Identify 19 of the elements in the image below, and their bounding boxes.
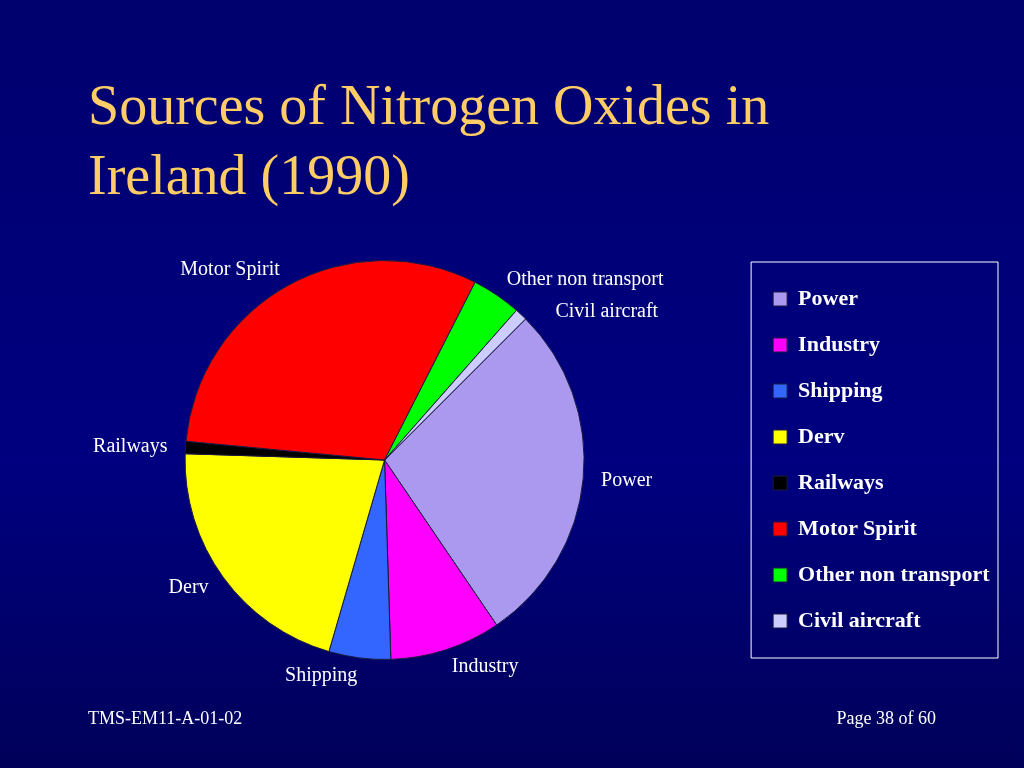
legend-label: Motor Spirit — [798, 514, 918, 540]
slice-label: Civil aircraft — [555, 298, 659, 321]
legend-label: Power — [798, 284, 859, 310]
slice-label: Industry — [451, 654, 519, 678]
slice-label: Motor Spirit — [180, 256, 281, 280]
slice-label: Railways — [93, 433, 168, 457]
slice-label: Power — [601, 467, 653, 490]
chart-title: Sources of Nitrogen Oxides in Ireland (1990) — [88, 73, 771, 208]
legend-label: Industry — [798, 330, 881, 356]
slice-label: Other non transport — [506, 267, 664, 291]
text: TMS-EM11-A-01-02 — [88, 708, 243, 729]
legend-label: Civil aircraft — [798, 606, 922, 632]
legend-label: Railways — [798, 468, 885, 494]
slice-label: Shipping — [285, 663, 358, 687]
legend-label: Other non transport — [798, 560, 991, 586]
legend-label: Derv — [798, 422, 845, 448]
legend-label: Shipping — [798, 376, 883, 402]
text: Page 38 of 60 — [836, 708, 936, 729]
slice-label: Derv — [168, 575, 209, 598]
